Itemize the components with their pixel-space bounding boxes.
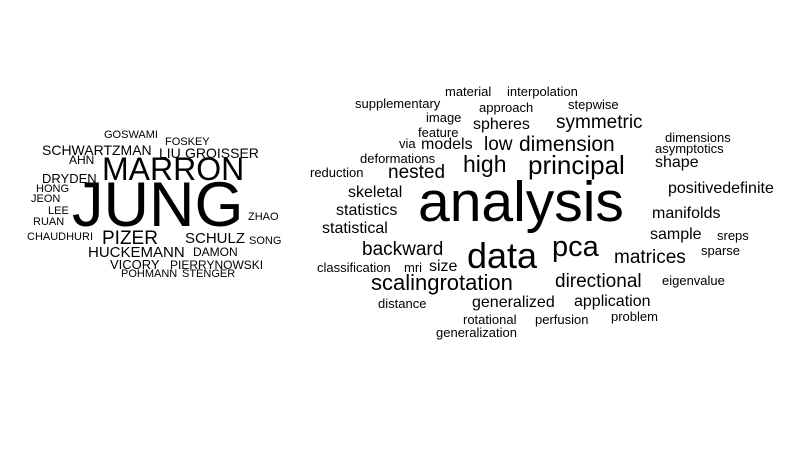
cloud-word: rotational [463,312,517,327]
cloud-word: PIZER [102,228,158,249]
cloud-word: classification [317,260,391,275]
cloud-word: SCHULZ [185,230,246,247]
cloud-word: POHMANN [121,268,178,280]
cloud-word: stepwise [568,97,619,112]
cloud-word: feature [418,125,459,140]
cloud-word: JUNG [72,170,244,240]
cloud-word: AHN [69,153,95,167]
cloud-word: VICORY [110,257,160,272]
cloud-word: LIU [159,145,181,161]
cloud-word: problem [611,309,658,324]
cloud-word: positivedefinite [668,180,774,197]
cloud-word: interpolation [507,84,578,99]
cloud-word: manifolds [652,205,721,222]
cloud-word: pca [552,231,599,263]
cloud-word: RUAN [33,216,65,228]
cloud-word: GOSWAMI [104,129,158,141]
cloud-word: models [421,136,473,153]
cloud-word: distance [378,296,427,311]
cloud-word: size [429,258,458,275]
cloud-word: sreps [717,228,749,243]
cloud-word: SCHWARTZMAN [42,142,152,158]
cloud-word: FOSKEY [165,136,210,148]
cloud-word: statistical [322,220,388,237]
cloud-word: shape [655,154,699,171]
cloud-word: JEON [31,193,61,205]
cloud-word: perfusion [535,312,589,327]
cloud-word: asymptotics [655,141,724,156]
cloud-word: HONG [36,183,69,195]
cloud-word: material [445,84,492,99]
cloud-word: low [484,134,513,155]
cloud-word: sparse [701,243,741,258]
cloud-word: image [426,110,462,125]
cloud-word: deformations [360,151,436,166]
cloud-word: dimension [519,133,615,156]
cloud-word: sample [650,226,702,243]
cloud-word: matrices [614,247,686,268]
cloud-word: reduction [310,165,364,180]
cloud-word: SONG [249,235,282,247]
cloud-word: via [399,136,416,151]
cloud-word: STENGER [182,268,236,280]
cloud-word: nested [388,162,446,183]
cloud-word: scalingrotation [371,270,513,295]
cloud-word: GROISSER [185,145,259,161]
cloud-word: supplementary [355,96,441,111]
cloud-word: DAMON [193,245,238,259]
cloud-word: symmetric [556,112,643,133]
cloud-word: analysis [418,170,624,234]
cloud-word: approach [479,100,534,115]
cloud-word: ZHAO [248,211,279,223]
cloud-word: HUCKEMANN [88,244,185,261]
cloud-word: statistics [336,202,398,219]
cloud-word: high [463,151,507,177]
cloud-word: LEE [48,205,69,217]
cloud-word: directional [555,271,642,292]
cloud-word: dimensions [665,130,731,145]
cloud-word: eigenvalue [662,273,725,288]
cloud-word: backward [362,239,444,260]
cloud-word: data [467,235,538,276]
cloud-word: DRYDEN [42,171,97,186]
cloud-word: application [574,293,651,310]
cloud-word: MARRON [102,151,245,187]
cloud-word: generalized [472,294,555,311]
cloud-word: generalization [436,325,517,340]
cloud-word: PIERRYNOWSKI [170,258,264,272]
cloud-word: mri [404,260,423,275]
cloud-word: spheres [473,116,530,133]
cloud-word: CHAUDHURI [27,231,93,243]
cloud-word: principal [528,150,625,180]
cloud-word: skeletal [348,184,403,201]
